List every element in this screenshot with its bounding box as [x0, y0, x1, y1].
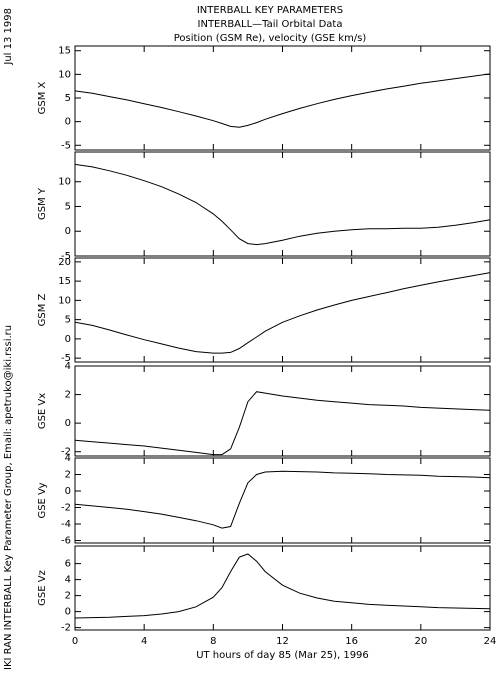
- data-line: [74, 163, 491, 246]
- y-tick-label: -2: [61, 623, 71, 634]
- panel-frame: [74, 545, 491, 631]
- y-tick-label: 20: [58, 257, 71, 268]
- x-axis-label: UT hours of day 85 (Mar 25), 1996: [196, 650, 369, 661]
- y-tick-label: -4: [61, 519, 71, 530]
- panel-frame: [74, 365, 491, 457]
- y-axis-label: GSE Vx: [37, 393, 48, 429]
- y-tick-label: 10: [58, 69, 71, 80]
- x-tick-label: 12: [276, 636, 289, 647]
- y-tick-label: -5: [61, 251, 71, 262]
- y-tick-label: 0: [65, 334, 71, 345]
- y-tick-label: 15: [58, 276, 71, 287]
- y-tick-label: 2: [65, 470, 71, 481]
- y-tick-label: 0: [65, 486, 71, 497]
- y-axis-label: GSM X: [37, 81, 48, 114]
- y-axis-label: GSM Z: [37, 293, 48, 326]
- x-tick-label: 8: [210, 636, 216, 647]
- data-line: [74, 272, 491, 354]
- y-tick-label: 2: [65, 591, 71, 602]
- y-tick-label: 2: [65, 390, 71, 401]
- data-line: [74, 391, 491, 456]
- y-axis-label: GSE Vy: [37, 482, 48, 518]
- x-tick-label: 0: [72, 636, 78, 647]
- y-tick-label: 5: [65, 93, 71, 104]
- y-axis-label: GSM Y: [37, 187, 48, 220]
- y-tick-label: -6: [61, 536, 71, 547]
- y-tick-label: 5: [65, 315, 71, 326]
- y-tick-label: -5: [61, 353, 71, 364]
- y-tick-label: 0: [65, 226, 71, 237]
- panel-frame: [74, 257, 491, 363]
- y-tick-label: 10: [58, 177, 71, 188]
- x-tick-label: 4: [141, 636, 147, 647]
- y-tick-label: 4: [65, 453, 71, 464]
- y-tick-label: 4: [65, 575, 71, 586]
- panel-frame: [74, 45, 491, 151]
- y-tick-label: 5: [65, 201, 71, 212]
- x-tick-label: 24: [484, 636, 497, 647]
- date-label: Jul 13 1998: [3, 8, 14, 66]
- y-tick-label: 0: [65, 607, 71, 618]
- y-tick-label: 0: [65, 117, 71, 128]
- y-tick-label: 6: [65, 559, 71, 570]
- data-line: [74, 73, 491, 128]
- y-tick-label: -2: [61, 447, 71, 458]
- data-line: [74, 553, 491, 619]
- y-tick-label: 4: [65, 361, 71, 372]
- chart-subtitle: INTERBALL—Tail Orbital Data: [198, 19, 343, 30]
- y-axis-label: GSE Vz: [37, 570, 48, 606]
- data-line: [74, 470, 491, 529]
- y-tick-label: -5: [61, 140, 71, 151]
- x-tick-label: 20: [414, 636, 427, 647]
- chart-title: INTERBALL KEY PARAMETERS: [197, 5, 343, 16]
- x-tick-label: 16: [345, 636, 358, 647]
- y-tick-label: -2: [61, 503, 71, 514]
- y-tick-label: 15: [58, 46, 71, 57]
- credit-label: IKI RAN INTERBALL Key Parameter Group, E…: [3, 325, 14, 670]
- y-tick-label: 0: [65, 418, 71, 429]
- chart-caption: Position (GSM Re), velocity (GSE km/s): [174, 33, 367, 44]
- y-tick-label: 10: [58, 295, 71, 306]
